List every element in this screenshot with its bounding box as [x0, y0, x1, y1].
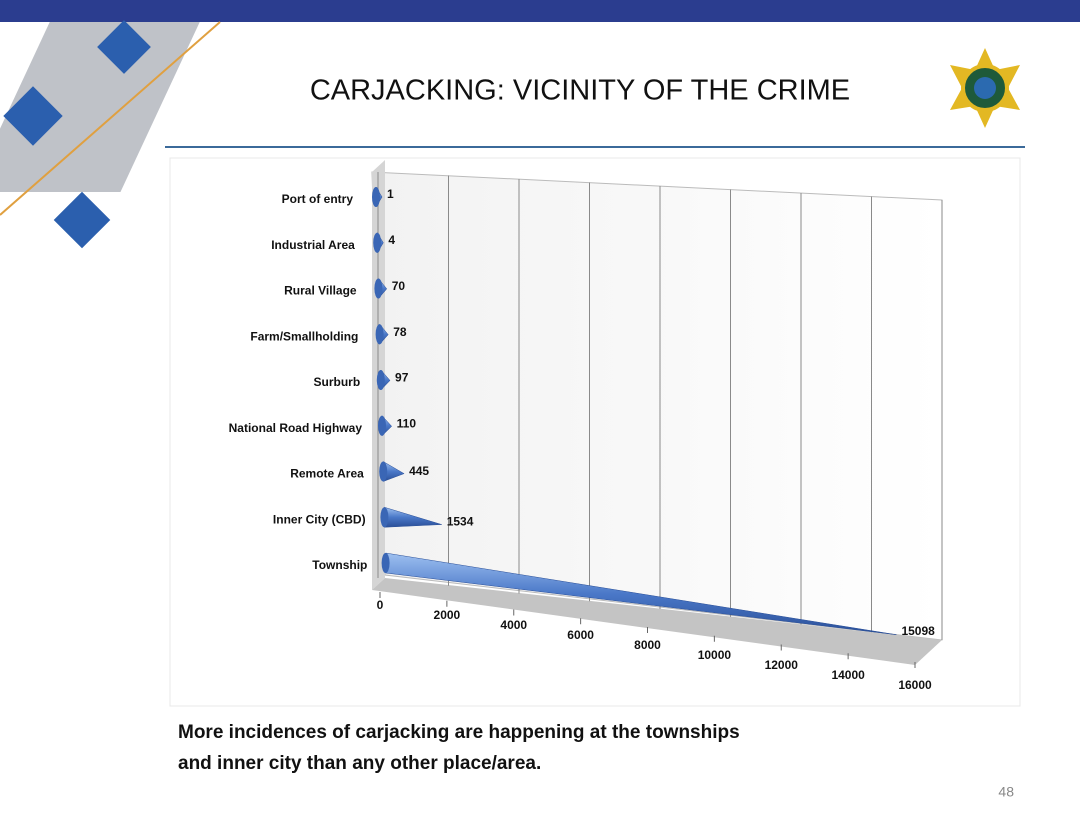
value-label: 97 [395, 371, 409, 385]
x-tick-label: 16000 [898, 678, 932, 692]
logo [950, 48, 1020, 128]
value-label: 110 [397, 416, 417, 430]
x-tick-label: 2000 [434, 608, 461, 622]
y-tick-label: Township [312, 558, 367, 572]
cone-base [373, 232, 382, 253]
x-tick-label: 10000 [698, 648, 732, 662]
value-label: 1 [387, 187, 394, 201]
y-tick-label: Farm/Smallholding [250, 329, 358, 343]
cone-base [376, 370, 385, 390]
y-tick-label: Inner City (CBD) [273, 512, 366, 526]
photo-collage [0, 20, 221, 249]
value-label: 78 [393, 325, 407, 339]
y-tick-label: Surburb [314, 375, 361, 389]
cone-base [380, 507, 389, 528]
x-tick-label: 14000 [831, 668, 865, 682]
y-tick-label: Port of entry [282, 192, 354, 206]
cone-base [372, 187, 380, 207]
top-band [0, 0, 1080, 22]
value-label: 70 [392, 279, 406, 293]
cone-base [375, 324, 384, 345]
cone-base [378, 415, 386, 436]
cone-base [379, 461, 388, 482]
x-tick-label: 4000 [500, 618, 527, 632]
y-tick-label: Remote Area [290, 467, 364, 481]
floor [372, 578, 942, 665]
x-tick-label: 0 [377, 598, 384, 612]
caption-line: More incidences of carjacking are happen… [178, 722, 740, 743]
y-tick-label: National Road Highway [229, 421, 363, 435]
caption-line: and inner city than any other place/area… [178, 753, 541, 774]
value-label: 445 [409, 464, 429, 478]
x-tick-label: 12000 [765, 658, 799, 672]
page-number: 48 [998, 784, 1014, 800]
plot: 0 2000 4000 6000 8000 10000 12000 14000 16000 1 Po… [229, 172, 943, 692]
y-tick-label: Rural Village [284, 284, 357, 298]
x-tick-label: 6000 [567, 628, 594, 642]
cone-base [381, 553, 390, 573]
cone-base [374, 278, 383, 299]
x-tick-label: 8000 [634, 638, 661, 652]
value-label: 4 [388, 233, 395, 247]
value-label: 15098 [901, 624, 935, 638]
slide-title: CARJACKING: VICINITY OF THE CRIME [310, 75, 850, 107]
y-tick-label: Industrial Area [271, 238, 355, 252]
value-label: 1534 [447, 515, 474, 529]
